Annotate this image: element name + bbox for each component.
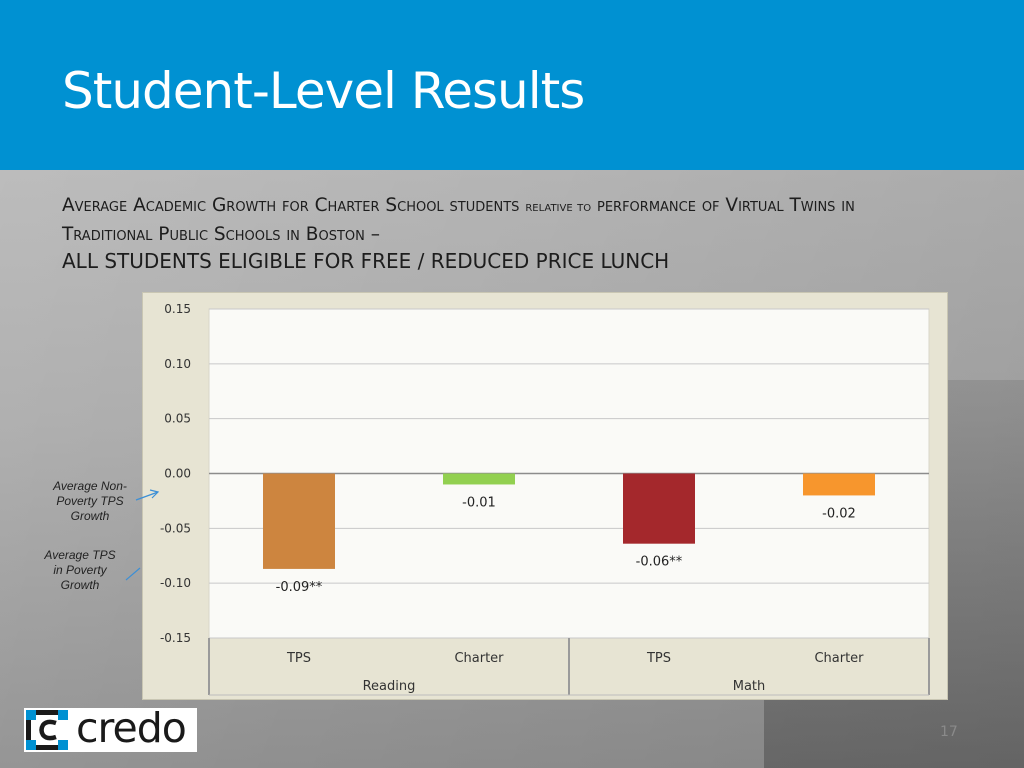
category-label: TPS (286, 651, 311, 666)
arrow-non-poverty-icon (135, 489, 160, 501)
subtitle-part-3: performance of Virtual Twins in Traditio… (62, 195, 855, 245)
group-label: Reading (363, 679, 416, 694)
bar (443, 473, 515, 485)
y-tick-label: -0.10 (160, 576, 191, 590)
bar-chart: 0.15 0.10 0.05 0.00 -0.05 -0.10 -0.15 -0.09** -0… (160, 302, 930, 696)
credo-logo-mark-icon (26, 710, 68, 750)
data-label: -0.06** (636, 555, 683, 570)
category-label: Charter (814, 651, 864, 666)
title-banner: Student-Level Results (0, 0, 1024, 170)
credo-logo-text: credo (76, 704, 187, 752)
bar (803, 473, 875, 496)
category-label: Charter (454, 651, 504, 666)
category-label: TPS (646, 651, 671, 666)
subtitle-part-1: Average Academic Growth for Charter Scho… (62, 195, 520, 216)
bar (623, 473, 695, 544)
y-tick-label: 0.10 (164, 357, 191, 371)
arrow-poverty-icon (125, 567, 141, 581)
data-label: -0.01 (462, 495, 496, 510)
credo-logo: credo (24, 704, 197, 752)
subtitle-part-4: ALL STUDENTS ELIGIBLE FOR FREE / REDUCED… (62, 249, 670, 273)
y-tick-label: 0.15 (164, 302, 191, 316)
y-tick-label: 0.00 (164, 467, 191, 481)
bar (263, 473, 335, 569)
chart-frame: 0.15 0.10 0.05 0.00 -0.05 -0.10 -0.15 -0.09** -0… (142, 292, 948, 700)
side-label-poverty: Average TPS in Poverty Growth (44, 548, 116, 592)
page-title: Student-Level Results (62, 62, 585, 120)
data-label: -0.09** (276, 580, 323, 595)
y-tick-label: -0.15 (160, 631, 191, 645)
subtitle-part-2: relative to (525, 199, 592, 215)
chart-subtitle: Average Academic Growth for Charter Scho… (62, 192, 942, 275)
y-tick-label: -0.05 (160, 521, 191, 535)
page-number: 17 (940, 724, 958, 740)
group-label: Math (733, 679, 766, 694)
y-tick-label: 0.05 (164, 412, 191, 426)
side-label-non-poverty: Average Non-Poverty TPS Growth (53, 479, 127, 523)
data-label: -0.02 (822, 506, 856, 521)
